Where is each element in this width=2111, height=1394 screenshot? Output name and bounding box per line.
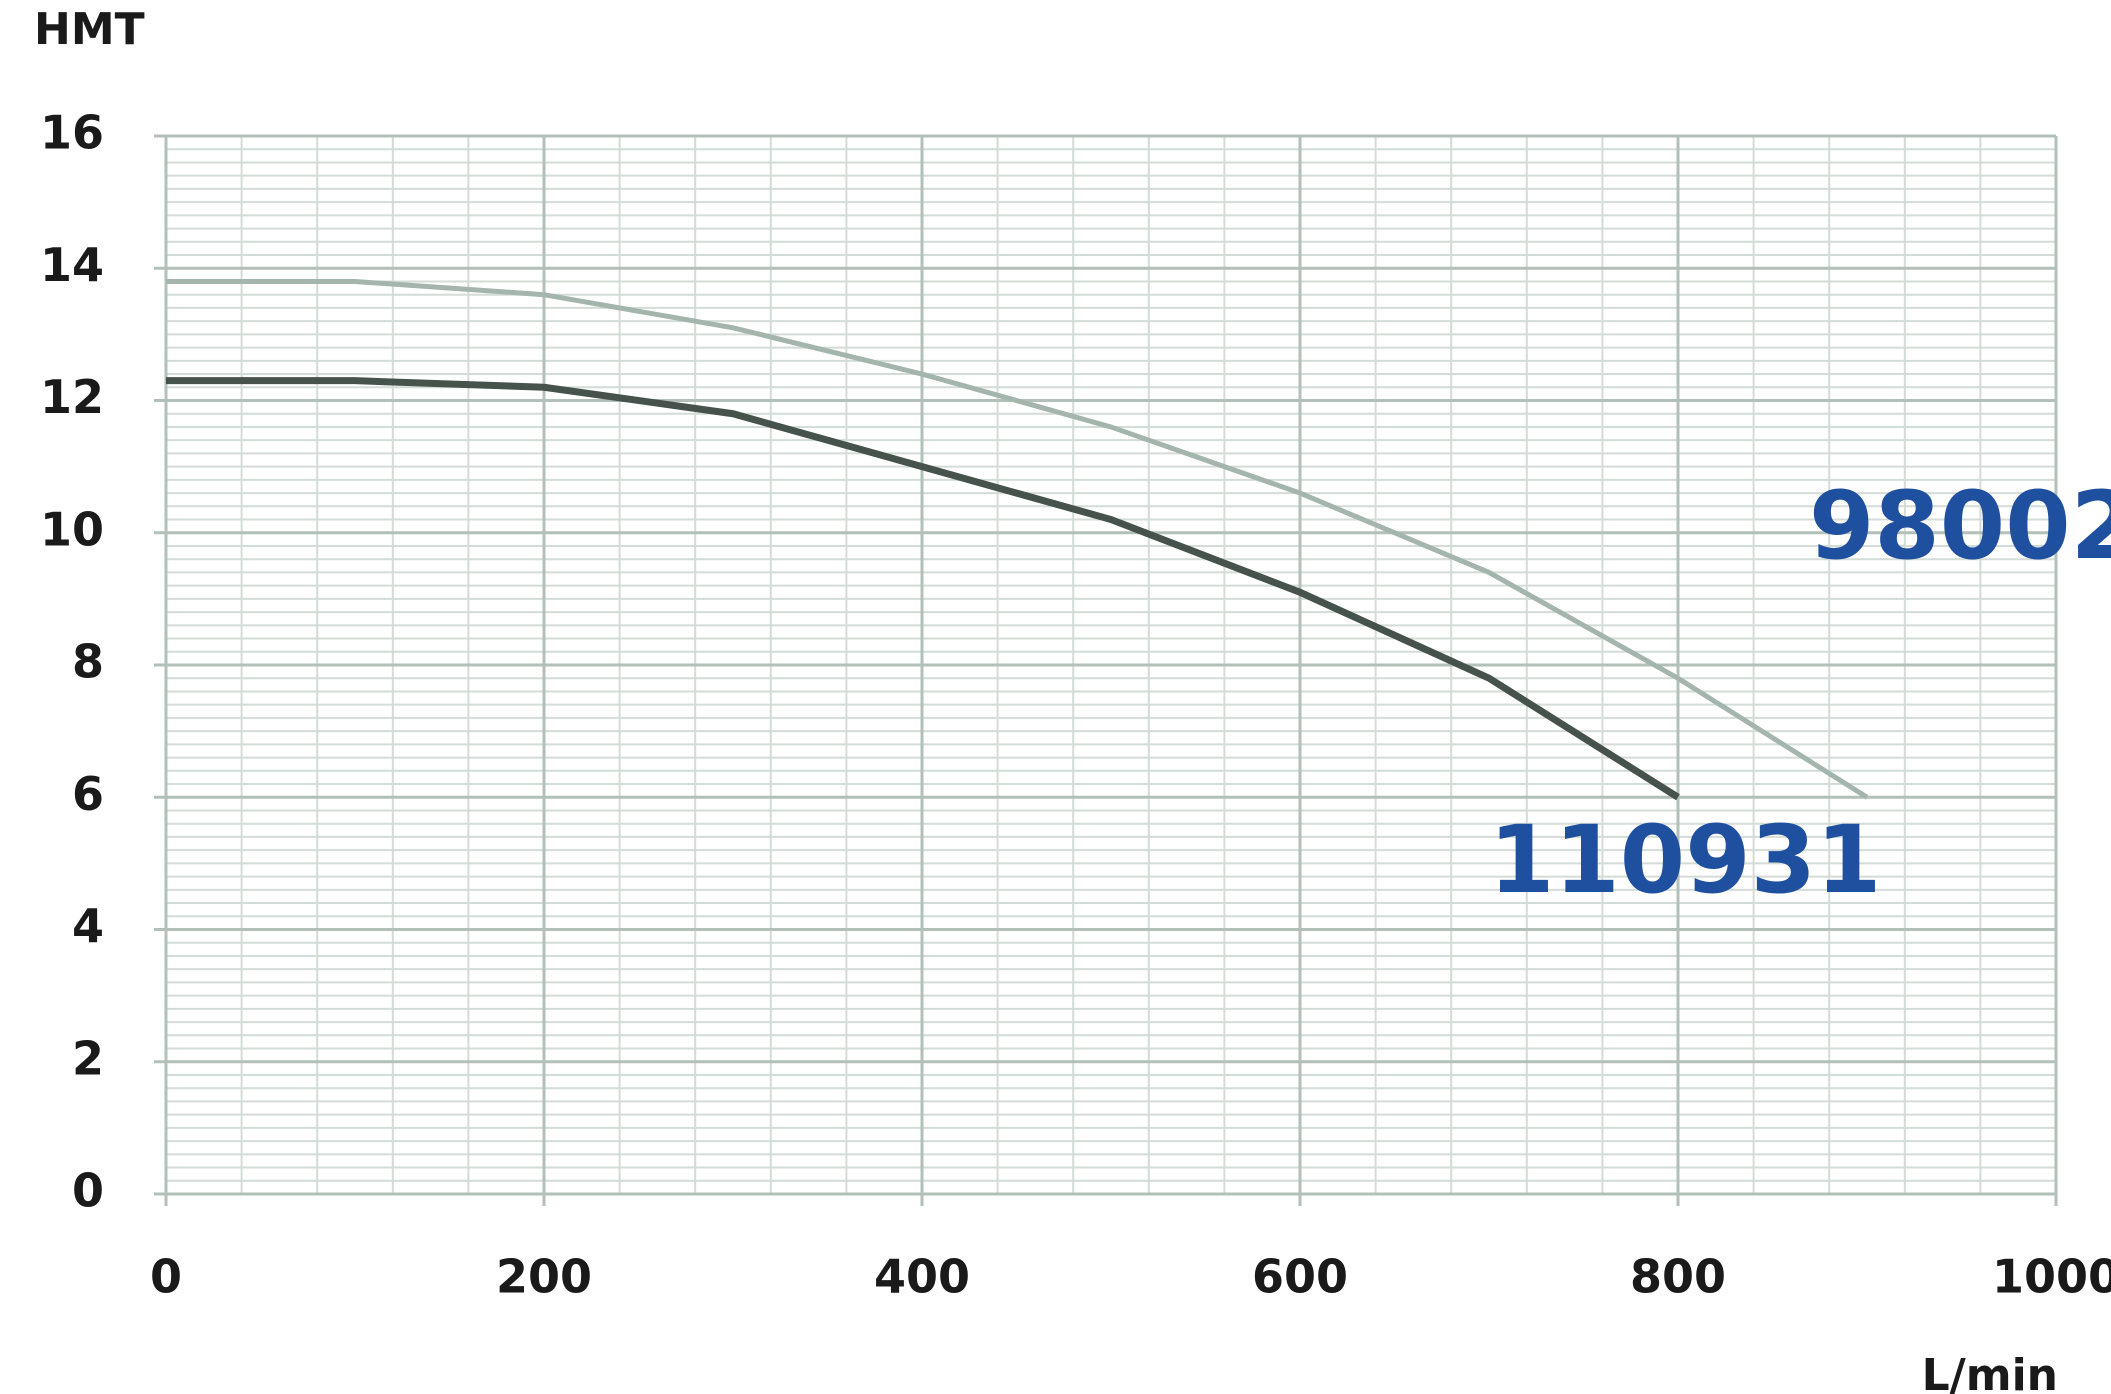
y-tick-label: 16 [40, 106, 104, 160]
x-tick-label: 400 [874, 1250, 970, 1304]
series-label: 980023 [1809, 472, 2111, 581]
y-tick-label: 14 [40, 238, 104, 292]
y-tick-label: 10 [40, 502, 104, 556]
y-axis-title: HMT [34, 4, 145, 55]
y-tick-label: 0 [72, 1164, 104, 1218]
x-tick-label: 1000 [1992, 1250, 2111, 1304]
y-tick-label: 2 [72, 1031, 104, 1085]
line-series [166, 377, 1680, 801]
x-tick-label: 200 [496, 1250, 592, 1304]
x-tick-label: 0 [150, 1250, 182, 1304]
x-axis-title: L/min [1922, 1350, 2058, 1394]
x-tick-label: 800 [1630, 1250, 1726, 1304]
line-series [166, 278, 1869, 800]
series-label: 110931 [1489, 806, 1881, 915]
y-tick-label: 12 [40, 370, 104, 424]
y-tick-label: 4 [72, 899, 104, 953]
y-tick-label: 6 [72, 767, 104, 821]
x-tick-label: 600 [1252, 1250, 1348, 1304]
y-tick-label: 8 [72, 635, 104, 689]
